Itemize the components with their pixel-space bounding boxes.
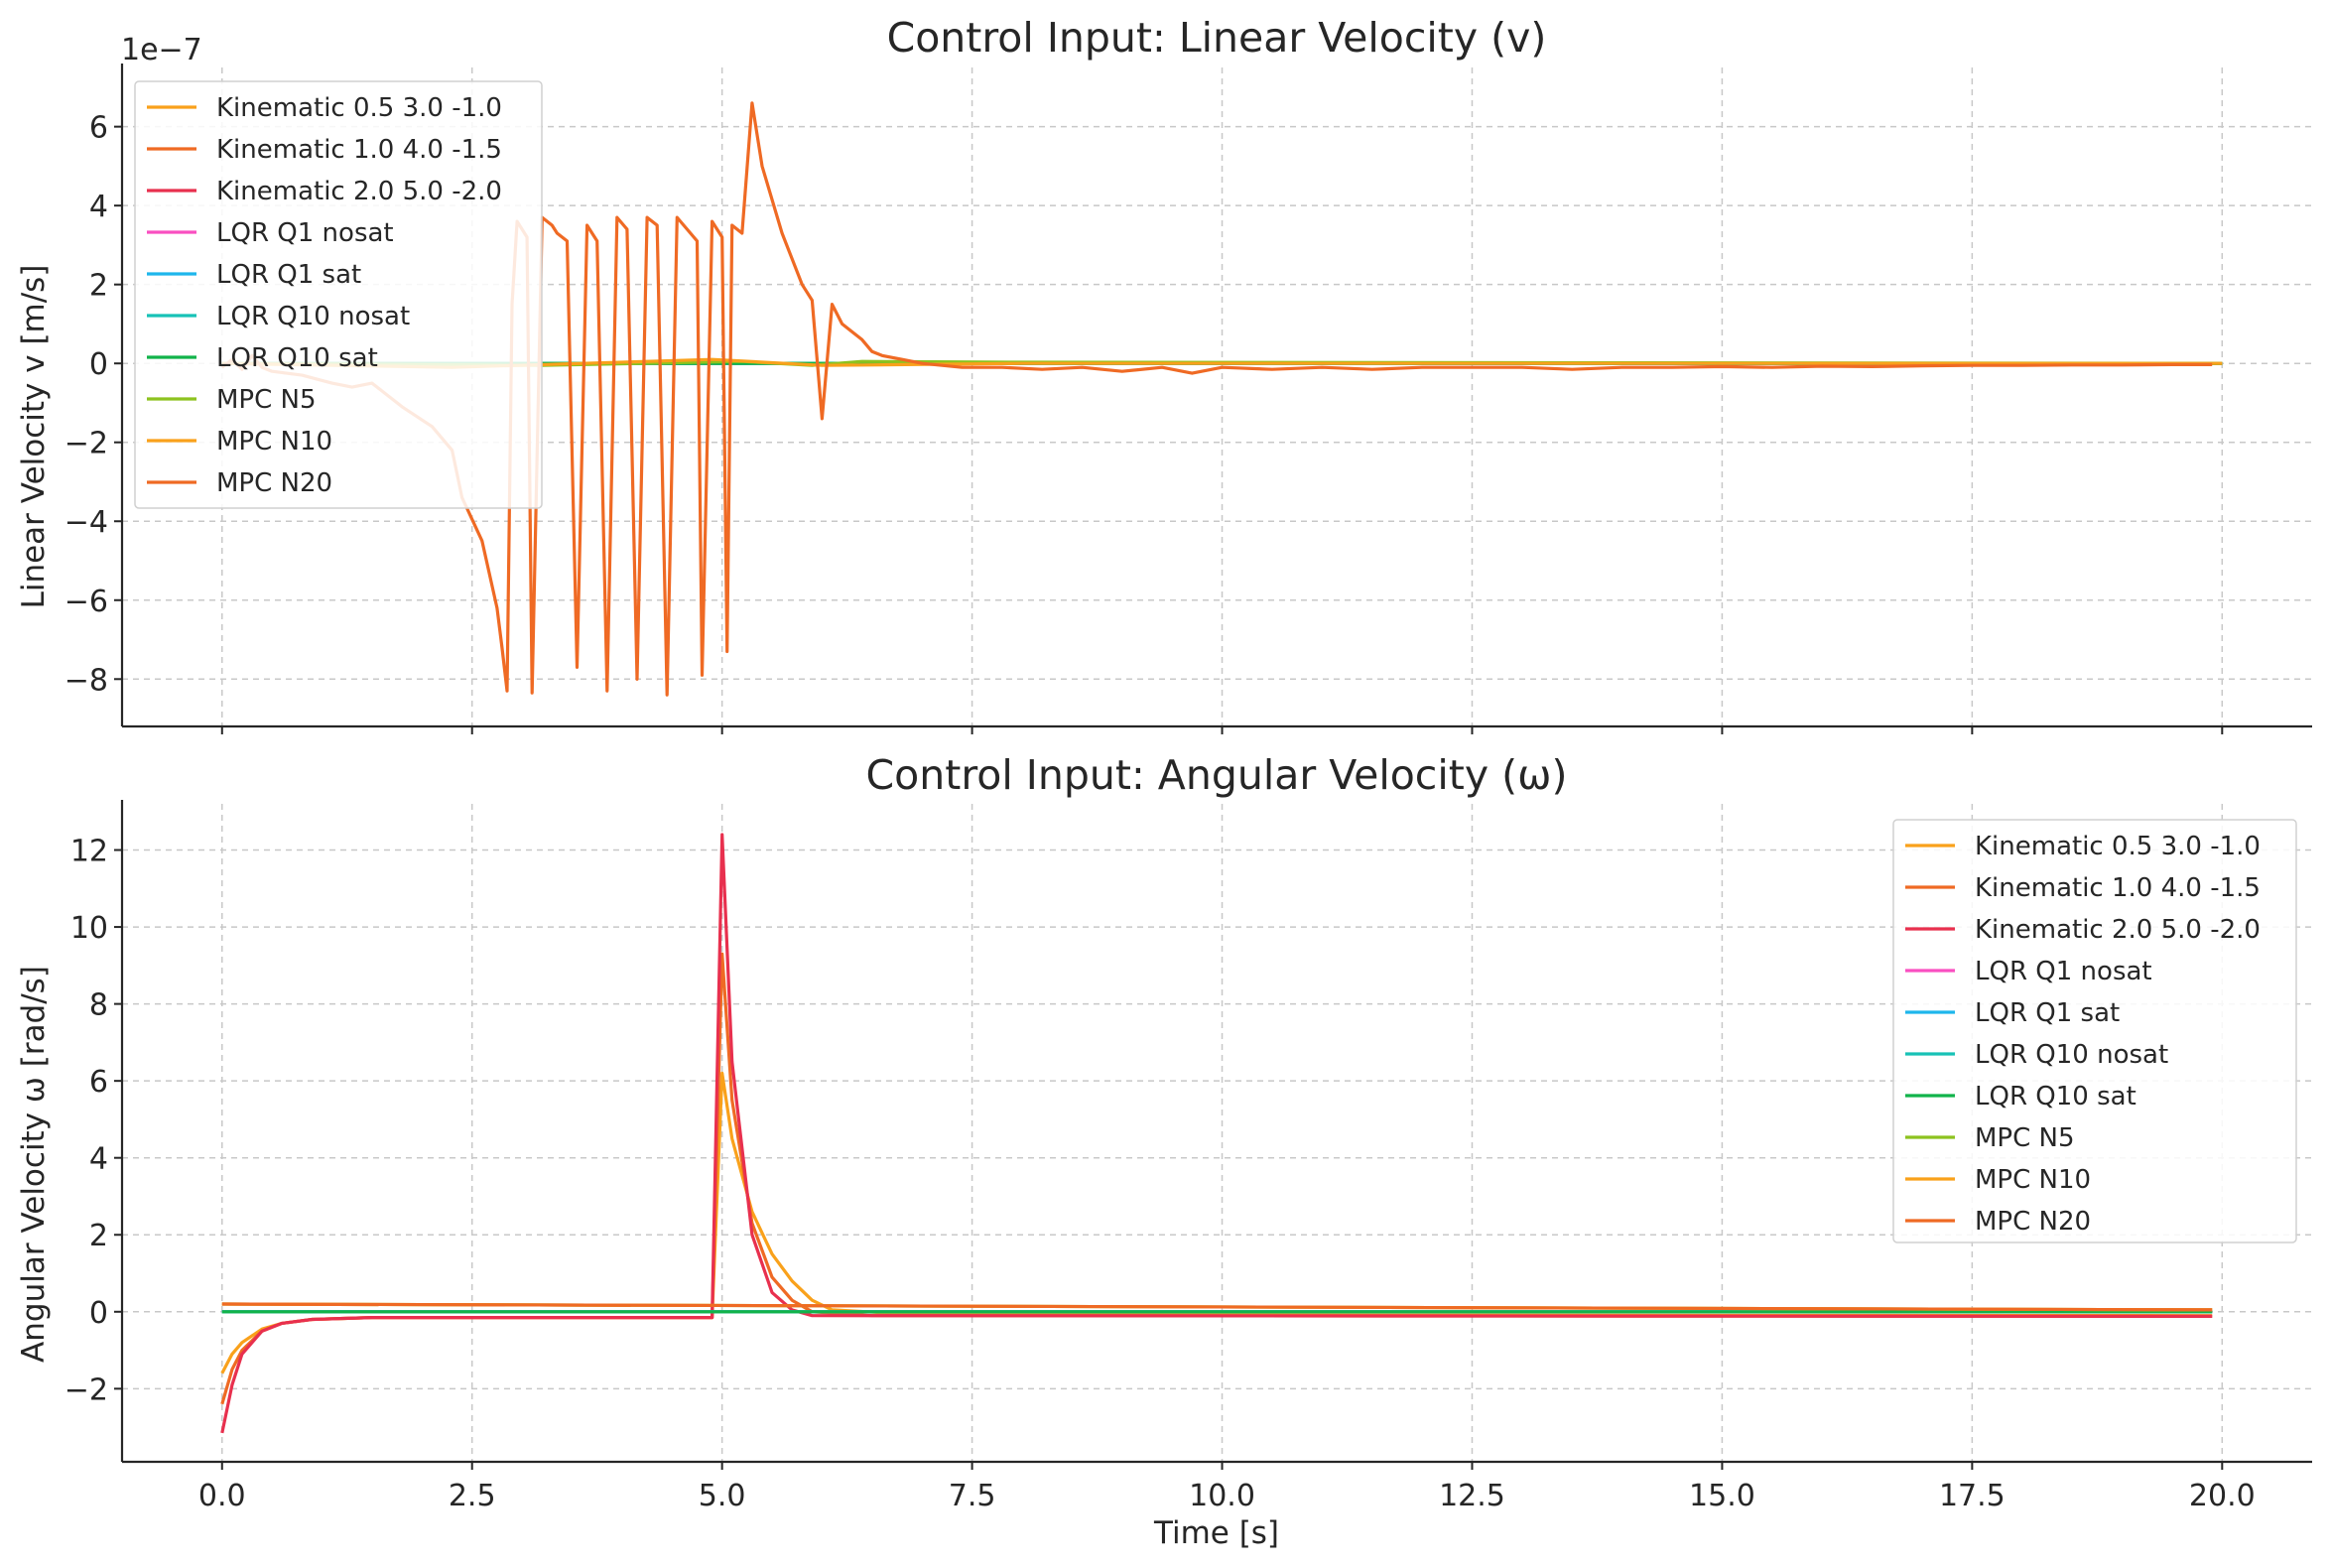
legend-entry: Kinematic 1.0 4.0 -1.5 (1905, 873, 2261, 903)
series-line (220, 833, 2213, 1434)
legend-entry: MPC N5 (1905, 1123, 2075, 1153)
angular-velocity-chart: Control Input: Angular Velocity (ω) Angu… (16, 751, 2312, 1551)
legend-label: MPC N20 (1975, 1207, 2091, 1237)
legend-label: Kinematic 0.5 3.0 -1.0 (1975, 832, 2261, 861)
legend-label: LQR Q1 sat (1975, 998, 2120, 1028)
y-tick-label: 0 (89, 1296, 108, 1331)
x-tick-label: 0.0 (198, 1479, 246, 1513)
chart-title: Control Input: Angular Velocity (ω) (866, 751, 1568, 799)
series-line (220, 1071, 2213, 1374)
legend-entry: LQR Q1 sat (1905, 998, 2120, 1028)
legend: Kinematic 0.5 3.0 -1.0 Kinematic 1.0 4.0 … (1892, 819, 2297, 1243)
legend-box (1892, 819, 2297, 1243)
legend-entry: MPC N10 (1905, 1165, 2091, 1195)
y-axis-label: Linear Velocity v [m/s] (16, 265, 52, 609)
series-lines (220, 101, 2223, 697)
y-axis-label: Angular Velocity ω [rad/s] (16, 966, 52, 1363)
legend-box (134, 80, 543, 509)
legend-label: Kinematic 2.0 5.0 -2.0 (216, 177, 502, 206)
x-axis-label: Time [s] (1153, 1515, 1279, 1551)
legend-label: LQR Q1 nosat (1975, 957, 2152, 986)
x-tick-label: 20.0 (2189, 1479, 2256, 1513)
x-tick-label: 2.5 (449, 1479, 496, 1513)
legend-label: MPC N5 (216, 385, 317, 415)
y-tick-label: 2 (89, 1219, 108, 1253)
legend-entry: Kinematic 0.5 3.0 -1.0 (1905, 832, 2261, 861)
y-tick-label: −8 (65, 663, 108, 698)
legend-label: MPC N10 (1975, 1165, 2091, 1195)
legend-entry: LQR Q1 nosat (147, 218, 394, 248)
y-tick-label: 2 (89, 269, 108, 304)
legend-label: MPC N5 (1975, 1123, 2075, 1153)
y-tick-label: −4 (65, 505, 108, 540)
series-lines (220, 833, 2213, 1434)
legend-label: Kinematic 1.0 4.0 -1.5 (1975, 873, 2261, 903)
y-tick-label: −2 (65, 427, 108, 461)
x-tick-label: 5.0 (699, 1479, 746, 1513)
y-tick-label: 8 (89, 988, 108, 1023)
legend-label: LQR Q1 nosat (216, 218, 394, 248)
legend: Kinematic 0.5 3.0 -1.0 Kinematic 1.0 4.0 … (134, 80, 543, 509)
legend-entry: LQR Q1 sat (147, 260, 361, 290)
y-tick-label: 6 (89, 111, 108, 146)
legend-label: LQR Q10 nosat (216, 302, 410, 331)
x-tick-label: 7.5 (949, 1479, 996, 1513)
legend-label: LQR Q1 sat (216, 260, 361, 290)
series-line (221, 1302, 2213, 1312)
legend-label: LQR Q10 sat (216, 343, 378, 373)
legend-entry: LQR Q10 nosat (1905, 1040, 2168, 1070)
linear-velocity-chart: Control Input: Linear Velocity (v) Linea… (16, 14, 2312, 734)
tick-labels: −2 0 2 4 6 8 10 12 0.0 2.5 5.0 7.5 10.0 12.5 15.0 17.5 2… (65, 835, 2256, 1513)
y-tick-label: 0 (89, 347, 108, 382)
y-tick-label: 4 (89, 1142, 108, 1177)
legend-entry: MPC N5 (147, 385, 317, 415)
y-tick-label: 10 (70, 911, 108, 946)
y-axis-offset-label: 1e−7 (121, 33, 202, 67)
legend-entry: LQR Q10 nosat (147, 302, 410, 331)
legend-label: MPC N10 (216, 427, 332, 457)
y-tick-label: 4 (89, 190, 108, 224)
legend-entry: MPC N20 (1905, 1207, 2091, 1237)
legend-entry: LQR Q10 sat (147, 343, 378, 373)
legend-entry: Kinematic 0.5 3.0 -1.0 (147, 93, 502, 123)
x-tick-label: 12.5 (1439, 1479, 1505, 1513)
legend-entry: MPC N10 (147, 427, 332, 457)
legend-entry: LQR Q1 nosat (1905, 957, 2152, 986)
legend-label: Kinematic 1.0 4.0 -1.5 (216, 135, 502, 165)
legend-entry: MPC N20 (147, 468, 332, 498)
y-tick-label: −2 (65, 1372, 108, 1407)
legend-entry: Kinematic 2.0 5.0 -2.0 (147, 177, 502, 206)
x-tick-label: 15.0 (1689, 1479, 1755, 1513)
tick-labels: −8 −6 −4 −2 0 2 4 6 (65, 111, 108, 699)
legend-label: MPC N20 (216, 468, 332, 498)
legend-entry: LQR Q10 sat (1905, 1082, 2136, 1111)
x-tick-label: 17.5 (1939, 1479, 2006, 1513)
y-tick-label: 6 (89, 1065, 108, 1100)
legend-label: Kinematic 0.5 3.0 -1.0 (216, 93, 502, 123)
legend-label: Kinematic 2.0 5.0 -2.0 (1975, 915, 2261, 945)
y-tick-label: −6 (65, 585, 108, 619)
series-line (220, 101, 2213, 697)
legend-label: LQR Q10 sat (1975, 1082, 2136, 1111)
x-tick-label: 10.0 (1189, 1479, 1255, 1513)
legend-label: LQR Q10 nosat (1975, 1040, 2168, 1070)
legend-entry: Kinematic 2.0 5.0 -2.0 (1905, 915, 2261, 945)
y-tick-label: 12 (70, 835, 108, 869)
legend-entry: Kinematic 1.0 4.0 -1.5 (147, 135, 502, 165)
axes (114, 800, 2312, 1470)
axes (114, 64, 2312, 734)
chart-title: Control Input: Linear Velocity (v) (887, 14, 1547, 62)
